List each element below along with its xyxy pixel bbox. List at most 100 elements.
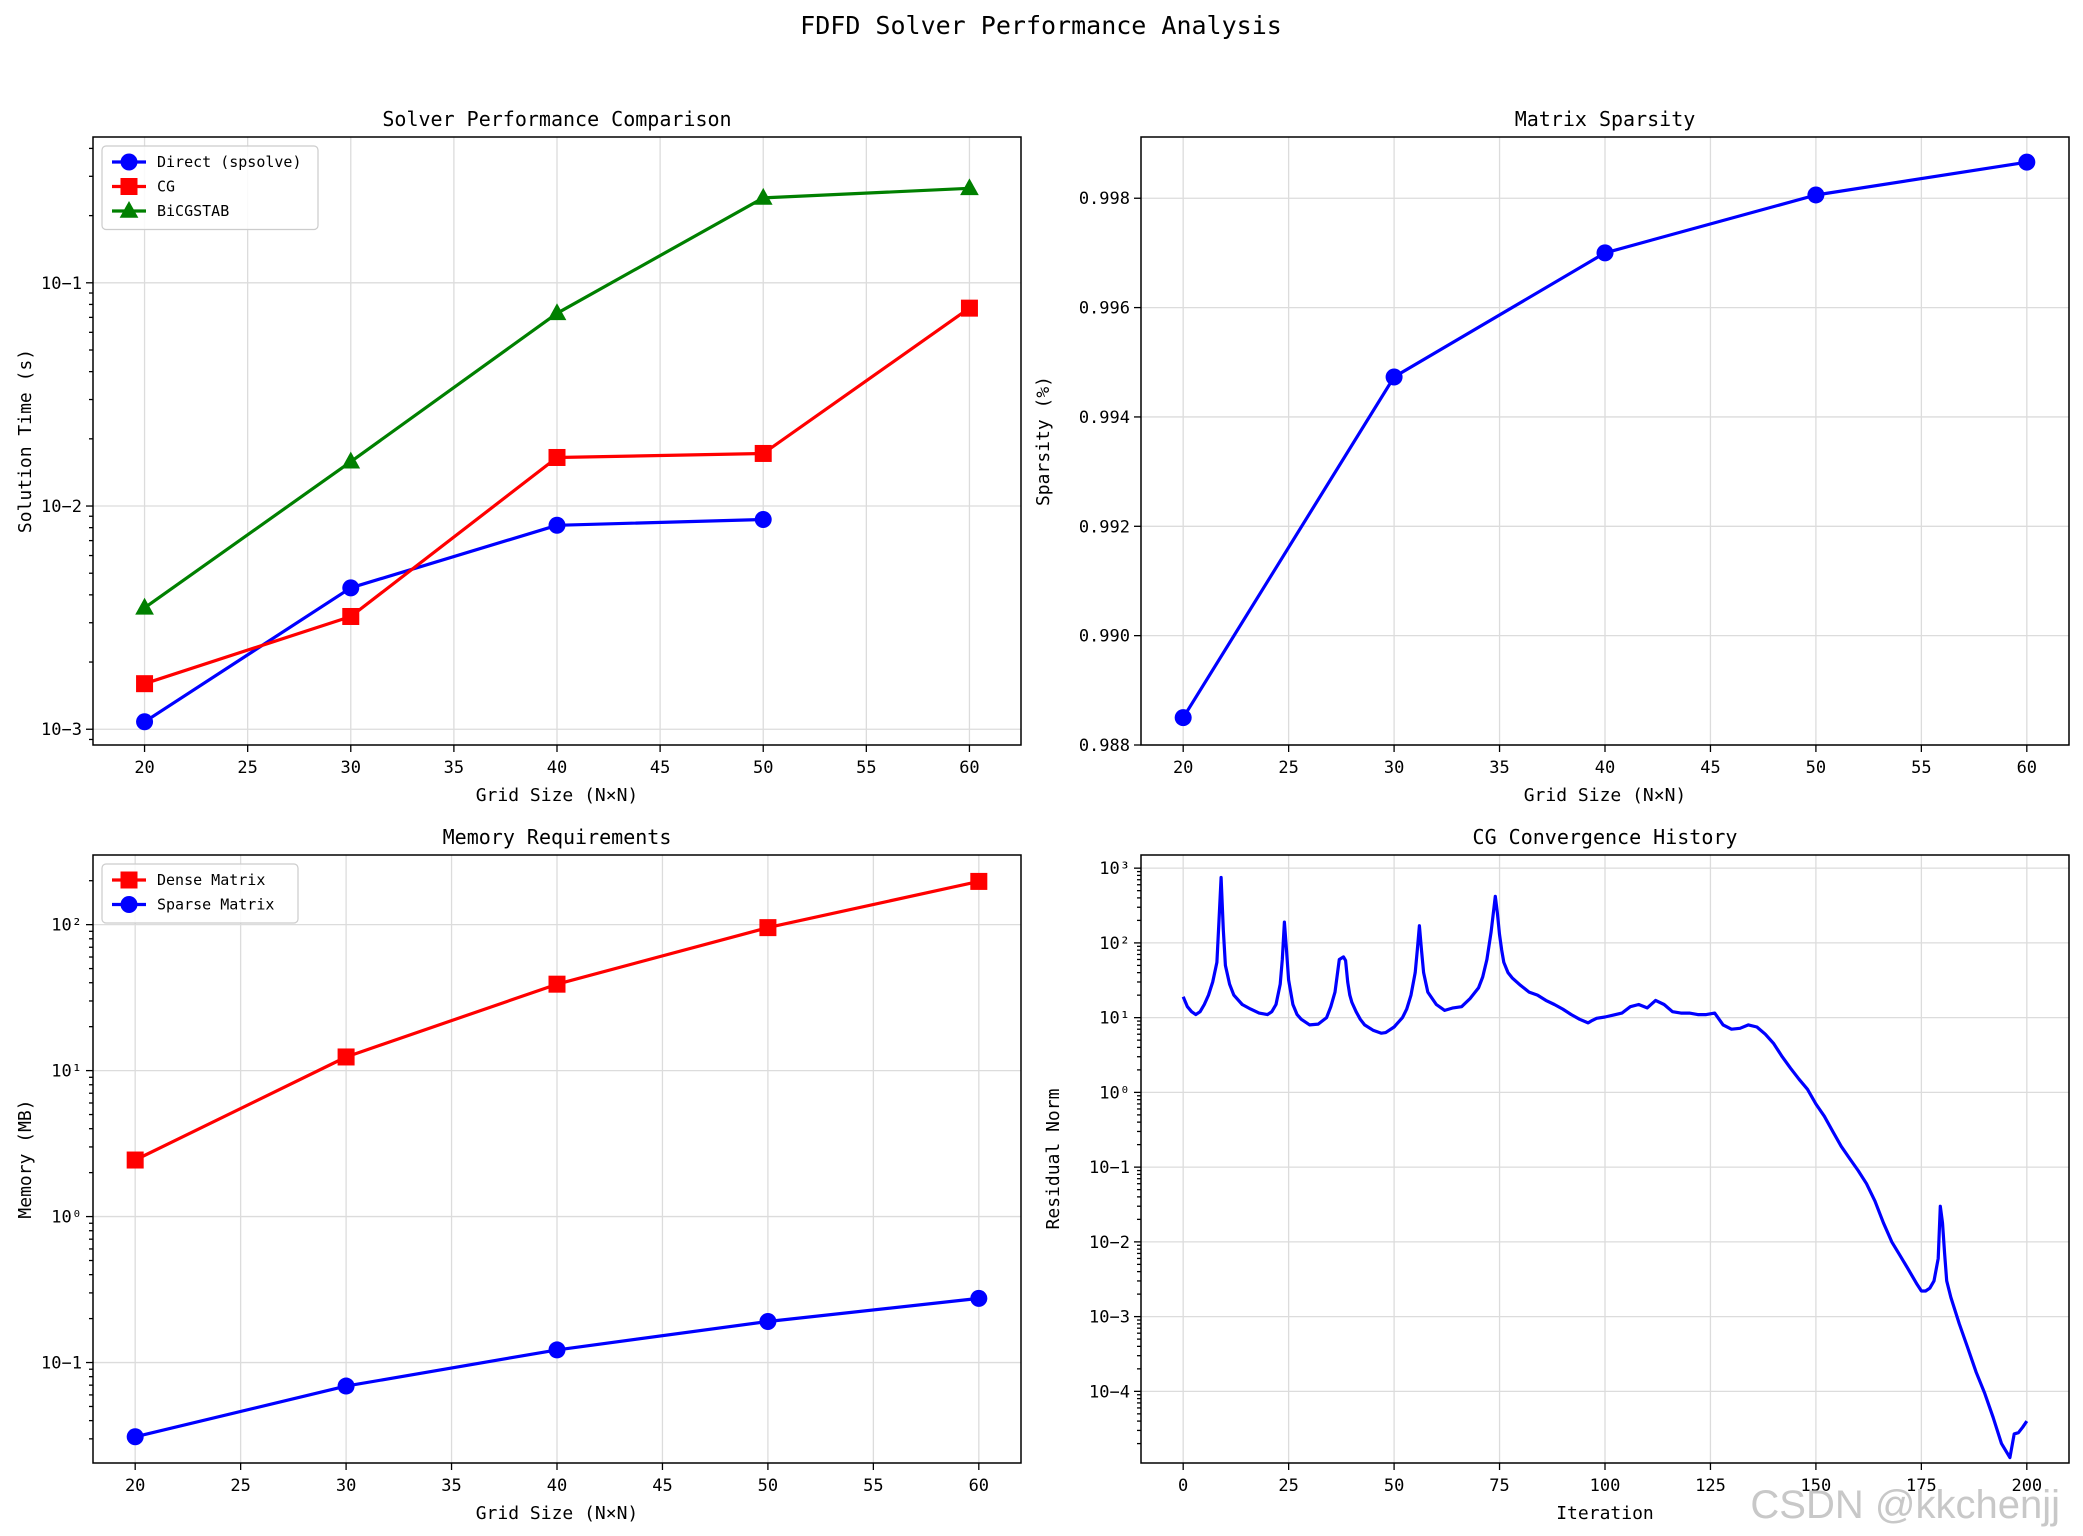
y-tick-label: 10¹ <box>51 1062 82 1082</box>
y-tick-label: 10−4 <box>1089 1382 1130 1402</box>
x-tick-label: 0 <box>1178 1476 1188 1496</box>
data-point <box>547 303 567 321</box>
x-tick-label: 30 <box>341 758 361 778</box>
legend-marker <box>120 178 138 195</box>
series-residual <box>1181 875 2029 1460</box>
data-point <box>754 444 772 462</box>
x-tick-label: 20 <box>134 758 154 778</box>
legend-marker <box>120 153 138 171</box>
legend-label: Dense Matrix <box>157 871 265 889</box>
data-point <box>126 1428 144 1446</box>
data-point <box>970 1289 988 1307</box>
y-tick-label: 10⁰ <box>51 1208 82 1228</box>
legend-marker <box>120 871 138 889</box>
x-tick-label: 60 <box>969 1476 989 1496</box>
plot-frame <box>92 136 1022 746</box>
panel-title: CG Convergence History <box>1473 825 1738 849</box>
data-point <box>759 919 777 937</box>
plot-frame <box>1140 854 2070 1464</box>
x-tick-label: 45 <box>1700 758 1720 778</box>
legend: Dense Matrix Sparse Matrix <box>101 863 299 924</box>
data-point <box>548 975 566 993</box>
y-tick-label: 0.992 <box>1079 517 1130 537</box>
figure-title: FDFD Solver Performance Analysis <box>800 11 1282 40</box>
x-tick-label: 25 <box>237 758 257 778</box>
x-tick-label: 125 <box>1695 1476 1726 1496</box>
y-tick-label: 10−2 <box>1089 1233 1130 1253</box>
series-sparse-matrix <box>126 1289 988 1446</box>
x-axis-label: Grid Size (N×N) <box>1524 785 1687 806</box>
data-point <box>759 1313 777 1331</box>
series-line <box>1181 875 2029 1460</box>
data-point <box>960 299 978 317</box>
data-point <box>970 872 988 890</box>
plot-frame <box>1140 136 2070 746</box>
x-tick-label: 60 <box>959 758 979 778</box>
data-point <box>341 451 361 469</box>
y-tick-label: 10−1 <box>1089 1158 1130 1178</box>
x-tick-label: 40 <box>547 1476 567 1496</box>
data-point <box>548 516 566 534</box>
legend-item: CG <box>112 178 175 196</box>
x-tick-label: 55 <box>856 758 876 778</box>
legend-marker <box>119 200 139 218</box>
x-tick-label: 55 <box>863 1476 883 1496</box>
panel-matrix-sparsity: 20 25 30 35 40 45 50 55 60 0.988 0.990 0.992 0.994 0.… <box>1033 107 2070 806</box>
legend-item: Direct (spsolve) <box>112 153 302 171</box>
data-point <box>136 675 154 693</box>
x-tick-label: 175 <box>1906 1476 1937 1496</box>
panel-title: Matrix Sparsity <box>1515 107 1696 131</box>
y-tick-label: 0.994 <box>1079 408 1130 428</box>
legend-label: Sparse Matrix <box>157 896 274 914</box>
y-tick-label: 0.996 <box>1079 299 1130 319</box>
data-point <box>1807 186 1825 204</box>
data-point <box>753 187 773 205</box>
x-tick-label: 200 <box>2011 1476 2042 1496</box>
data-point <box>548 448 566 466</box>
x-tick-label: 35 <box>441 1476 461 1496</box>
x-tick-label: 20 <box>125 1476 145 1496</box>
data-point <box>342 579 360 597</box>
y-axis-label: Residual Norm <box>1043 1089 1064 1230</box>
x-tick-label: 20 <box>1173 758 1193 778</box>
legend-marker <box>120 896 138 913</box>
panel-title: Memory Requirements <box>443 825 672 849</box>
series-cg <box>136 299 978 693</box>
x-tick-label: 40 <box>547 758 567 778</box>
series-bicgstab <box>135 178 979 615</box>
data-point <box>2018 153 2036 171</box>
panel-solver-performance: 20 25 30 35 40 45 50 55 60 10−3 10−2 10−1 Direct (s… <box>15 107 1022 806</box>
data-point <box>754 511 772 529</box>
x-tick-label: 60 <box>2017 758 2037 778</box>
plot-frame <box>92 854 1022 1464</box>
data-point <box>1596 244 1614 262</box>
x-tick-label: 50 <box>758 1476 778 1496</box>
legend-box <box>101 863 299 924</box>
data-point <box>135 597 154 615</box>
panel-cg-convergence: 0 25 50 75 100 125 150 175 200 10−4 10−3 10−2 10−1 10… <box>1043 825 2070 1524</box>
legend-item: Sparse Matrix <box>112 896 274 914</box>
data-point <box>342 607 360 625</box>
y-tick-label: 10−3 <box>1089 1308 1130 1328</box>
x-tick-label: 40 <box>1595 758 1615 778</box>
data-point <box>126 1151 144 1169</box>
series-sparsity <box>1174 153 2036 727</box>
x-tick-label: 150 <box>1801 1476 1832 1496</box>
y-tick-label: 0.990 <box>1079 627 1130 647</box>
x-tick-label: 35 <box>444 758 464 778</box>
y-tick-label: 10−1 <box>41 274 82 294</box>
series-direct-spsolve- <box>136 511 772 731</box>
x-tick-label: 50 <box>1384 1476 1404 1496</box>
x-tick-label: 50 <box>1806 758 1826 778</box>
legend: Direct (spsolve) CG BiCGSTAB <box>101 145 319 231</box>
x-tick-label: 25 <box>230 1476 250 1496</box>
x-tick-label: 30 <box>1384 758 1404 778</box>
x-tick-label: 50 <box>753 758 773 778</box>
x-tick-label: 30 <box>336 1476 356 1496</box>
watermark-text: CSDN @kkchenjj <box>1750 1483 2060 1527</box>
legend-label: BiCGSTAB <box>157 202 229 220</box>
y-tick-label: 10¹ <box>1099 1009 1130 1029</box>
data-point <box>1174 709 1192 727</box>
data-point <box>1385 368 1403 386</box>
